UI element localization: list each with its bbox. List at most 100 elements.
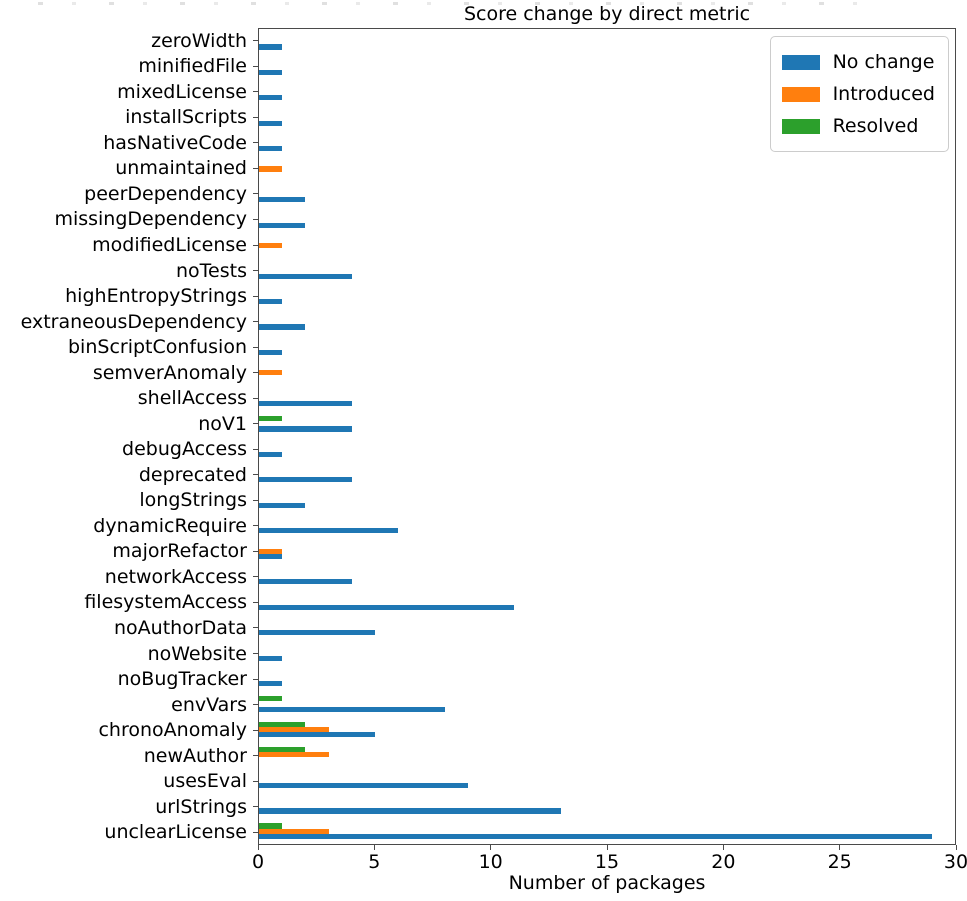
y-tick [253, 437, 258, 463]
x-tick-mark [839, 845, 841, 850]
legend-label: Resolved [832, 115, 919, 137]
y-axis-labels: zeroWidth minifiedFile mixedLicense install… [0, 28, 247, 845]
bar-no-change [259, 273, 352, 279]
y-tick-label: newAuthor [143, 744, 247, 767]
chart-title: Score change by direct metric [463, 3, 751, 25]
bar-resolved [259, 721, 306, 727]
y-tick [253, 79, 258, 105]
y-tick-label: chronoAnomaly [98, 719, 247, 742]
y-tick-mark [253, 627, 258, 629]
chart-row-nowebsite [259, 640, 955, 665]
bar-no-change [259, 477, 352, 483]
chart-row-peerdependency [259, 182, 955, 207]
y-tick-label: deprecated [138, 463, 247, 486]
y-tick-mark [253, 372, 258, 374]
y-tick-mark [253, 218, 258, 220]
chart-row-chronoanomaly [259, 717, 955, 742]
x-tick-label: 15 [594, 851, 620, 873]
y-tick [253, 232, 258, 258]
bar-resolved [259, 696, 283, 702]
bar-no-change [259, 426, 352, 432]
chart-row-nobugtracker [259, 666, 955, 691]
x-tick-mark [606, 845, 608, 850]
y-tick-mark [253, 653, 258, 655]
chart-row-majorrefactor [259, 538, 955, 563]
introduced-swatch [781, 86, 820, 102]
y-tick-mark [253, 550, 258, 552]
x-tick-mark [490, 845, 492, 850]
y-tick-mark [253, 755, 258, 757]
bar-resolved [259, 823, 283, 829]
chart-row-unclearlicense [259, 819, 955, 844]
y-tick [253, 283, 258, 309]
bar-resolved [259, 747, 306, 753]
plot-area: No change Introduced Resolved [258, 28, 956, 845]
bar-no-change [259, 681, 283, 687]
y-tick-mark [253, 474, 258, 476]
y-tick-mark [253, 704, 258, 706]
bar-no-change [259, 502, 306, 508]
y-tick [253, 360, 258, 386]
chart-row-longstrings [259, 487, 955, 512]
y-tick-label: installScripts [125, 106, 247, 129]
bar-no-change [259, 44, 283, 50]
y-tick-mark [253, 270, 258, 272]
y-tick-mark [253, 193, 258, 195]
bar-no-change [259, 95, 283, 101]
y-tick-label: dynamicRequire [93, 514, 247, 537]
y-tick-mark [253, 780, 258, 782]
x-axis-label: Number of packages [508, 872, 706, 894]
y-tick [253, 334, 258, 360]
y-tick-mark [253, 831, 258, 833]
bar-no-change [259, 579, 352, 585]
y-tick-mark [253, 448, 258, 450]
y-tick-label: shellAccess [137, 387, 247, 410]
y-tick-mark [253, 525, 258, 527]
y-tick-mark [253, 601, 258, 603]
y-tick [253, 130, 258, 156]
chart-row-modifiedlicense [259, 233, 955, 258]
y-tick-label: longStrings [139, 489, 247, 512]
bar-no-change [259, 69, 283, 75]
y-tick-mark [253, 729, 258, 731]
chart-row-shellaccess [259, 386, 955, 411]
y-tick [253, 743, 258, 769]
y-tick [253, 768, 258, 794]
y-tick-mark [253, 167, 258, 169]
legend-item-resolved: Resolved [781, 110, 935, 142]
bar-no-change [259, 630, 375, 636]
chart-row-binscriptconfusion [259, 335, 955, 360]
y-tick-mark [253, 40, 258, 42]
no-change-swatch [781, 54, 820, 70]
y-tick-label: unmaintained [115, 157, 247, 180]
y-tick-label: semverAnomaly [92, 361, 247, 384]
y-axis-ticks [253, 28, 258, 845]
chart-row-urlstrings [259, 793, 955, 818]
chart-row-debugaccess [259, 437, 955, 462]
chart-row-networkaccess [259, 564, 955, 589]
y-tick-label: binScriptConfusion [68, 336, 247, 359]
y-tick-mark [253, 321, 258, 323]
x-axis-ticks: 0 5 10 15 20 25 30 [252, 845, 967, 873]
y-tick [253, 488, 258, 514]
y-tick-label: filesystemAccess [84, 591, 247, 614]
x-tick-label: 30 [943, 851, 967, 873]
chart-row-minifiedfile [259, 54, 955, 79]
y-tick-mark [253, 423, 258, 425]
legend: No change Introduced Resolved [769, 36, 949, 152]
y-tick-label: mixedLicense [117, 80, 247, 103]
y-tick [253, 615, 258, 641]
y-tick-mark [253, 576, 258, 578]
y-tick [253, 819, 258, 845]
chart-row-hasnativecode [259, 131, 955, 156]
bar-no-change [259, 528, 399, 534]
y-tick-mark [253, 116, 258, 118]
y-tick-mark [253, 91, 258, 93]
legend-label: No change [832, 51, 935, 73]
bar-no-change [259, 400, 352, 407]
y-tick-mark [253, 65, 258, 67]
bar-introduced [259, 242, 283, 249]
y-tick-label: zeroWidth [151, 29, 247, 52]
y-tick-label: urlStrings [155, 795, 247, 818]
